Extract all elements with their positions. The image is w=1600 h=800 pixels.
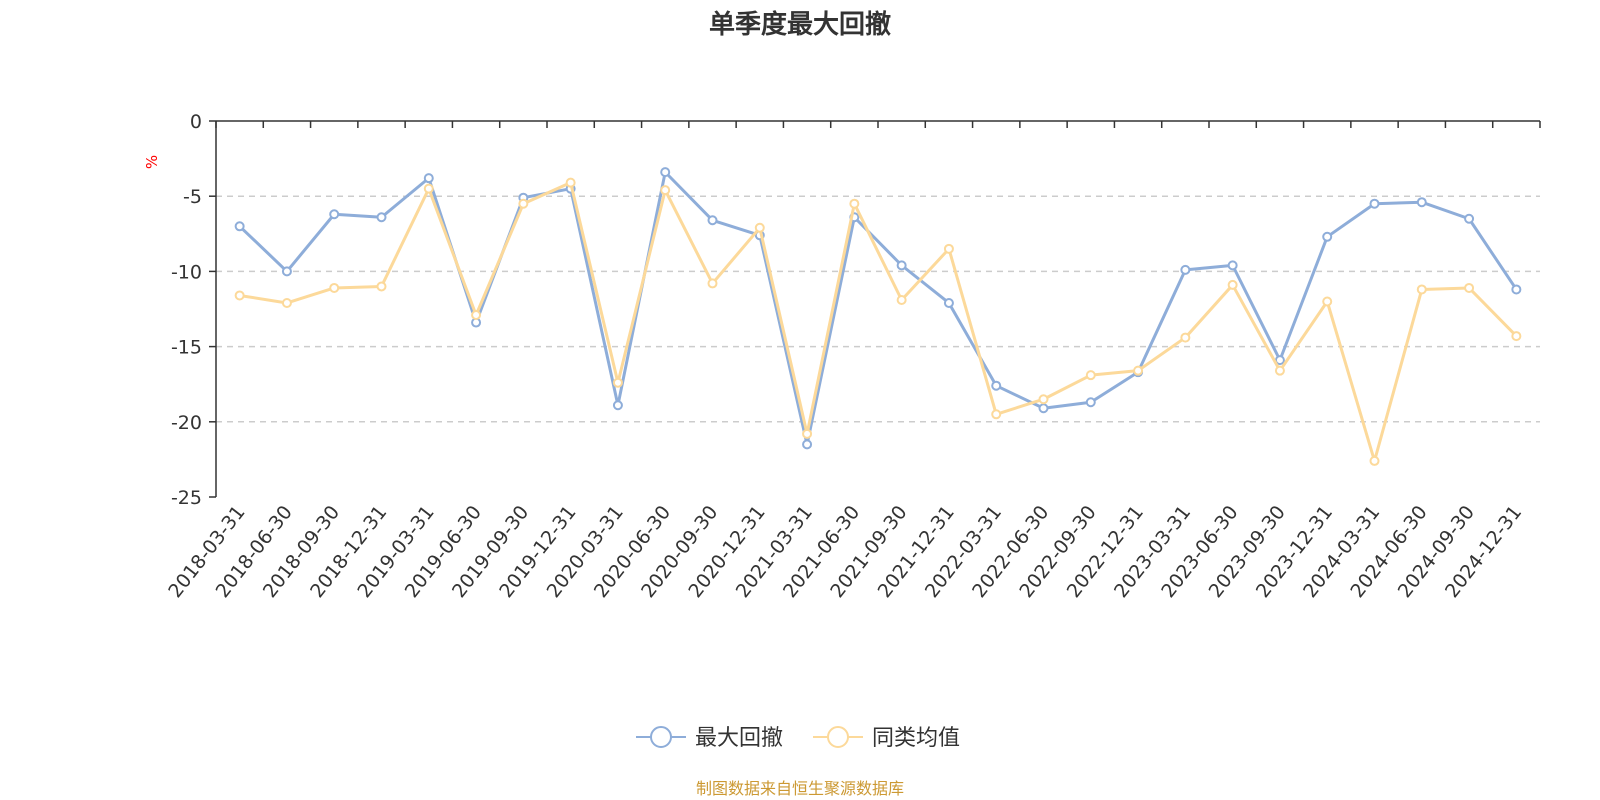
data-point[interactable] <box>707 215 718 226</box>
data-point[interactable] <box>1227 260 1238 271</box>
data-point[interactable] <box>1369 198 1380 209</box>
data-point[interactable] <box>1511 331 1522 342</box>
series-line <box>238 170 1518 446</box>
data-point[interactable] <box>329 209 340 220</box>
grid-lines <box>216 195 1540 423</box>
data-point[interactable] <box>991 409 1002 420</box>
data-point[interactable] <box>234 221 245 232</box>
data-point[interactable] <box>612 400 623 411</box>
data-point[interactable] <box>1038 403 1049 414</box>
series-0 <box>234 167 1522 450</box>
data-point[interactable] <box>565 177 576 188</box>
data-point[interactable] <box>1227 279 1238 290</box>
data-point[interactable] <box>707 278 718 289</box>
x-tick-labels: 2018-03-312018-06-302018-09-302018-12-31… <box>164 502 1526 603</box>
data-point[interactable] <box>1322 231 1333 242</box>
data-point[interactable] <box>376 212 387 223</box>
data-point[interactable] <box>802 439 813 450</box>
data-point[interactable] <box>943 243 954 254</box>
data-point[interactable] <box>1085 397 1096 408</box>
data-point[interactable] <box>991 380 1002 391</box>
data-point[interactable] <box>1180 332 1191 343</box>
data-point[interactable] <box>660 167 671 178</box>
data-point[interactable] <box>1464 213 1475 224</box>
legend-circle-icon <box>827 726 849 748</box>
data-point[interactable] <box>660 185 671 196</box>
data-point[interactable] <box>802 428 813 439</box>
data-point[interactable] <box>1133 365 1144 376</box>
data-point[interactable] <box>376 281 387 292</box>
series-line <box>239 181 1518 463</box>
y-tick-label: 0 <box>190 111 202 133</box>
data-source-note: 制图数据来自恒生聚源数据库 <box>696 779 904 798</box>
y-axis-unit-label: % <box>143 155 161 169</box>
data-point[interactable] <box>1416 284 1427 295</box>
data-point[interactable] <box>1322 296 1333 307</box>
series-1 <box>234 177 1522 466</box>
y-tick-label: -15 <box>171 337 202 359</box>
y-tick-label: -25 <box>171 487 202 509</box>
series-group <box>234 167 1522 466</box>
data-point[interactable] <box>1180 264 1191 275</box>
data-point[interactable] <box>896 260 907 271</box>
data-point[interactable] <box>518 198 529 209</box>
data-point[interactable] <box>754 222 765 233</box>
data-point[interactable] <box>471 310 482 321</box>
data-point[interactable] <box>1274 365 1285 376</box>
data-point[interactable] <box>423 183 434 194</box>
data-point[interactable] <box>234 290 245 301</box>
axes <box>209 120 1541 498</box>
legend-label-max-drawdown: 最大回撤 <box>695 726 783 751</box>
legend-label-peer-average: 同类均值 <box>872 726 960 751</box>
data-point[interactable] <box>1038 394 1049 405</box>
data-point[interactable] <box>849 198 860 209</box>
legend-circle-icon <box>650 726 672 748</box>
legend[interactable]: 最大回撤 同类均值 <box>636 726 960 751</box>
data-point[interactable] <box>281 266 292 277</box>
legend-item-max-drawdown[interactable]: 最大回撤 <box>636 726 783 751</box>
data-point[interactable] <box>1464 282 1475 293</box>
y-tick-label: -5 <box>183 186 202 208</box>
data-point[interactable] <box>1369 455 1380 466</box>
data-point[interactable] <box>1274 355 1285 366</box>
data-point[interactable] <box>896 294 907 305</box>
y-tick-labels: 0 -5 -10 -15 -20 -25 <box>171 111 202 509</box>
data-point[interactable] <box>612 377 623 388</box>
data-point[interactable] <box>1085 370 1096 381</box>
data-point[interactable] <box>281 297 292 308</box>
data-point[interactable] <box>1416 197 1427 208</box>
data-point[interactable] <box>423 173 434 184</box>
y-tick-label: -10 <box>171 261 202 283</box>
data-point[interactable] <box>943 297 954 308</box>
chart-title: 单季度最大回撤 <box>709 9 891 40</box>
data-point[interactable] <box>1511 284 1522 295</box>
y-tick-label: -20 <box>171 412 202 434</box>
data-point[interactable] <box>329 282 340 293</box>
legend-item-peer-average[interactable]: 同类均值 <box>813 726 960 751</box>
